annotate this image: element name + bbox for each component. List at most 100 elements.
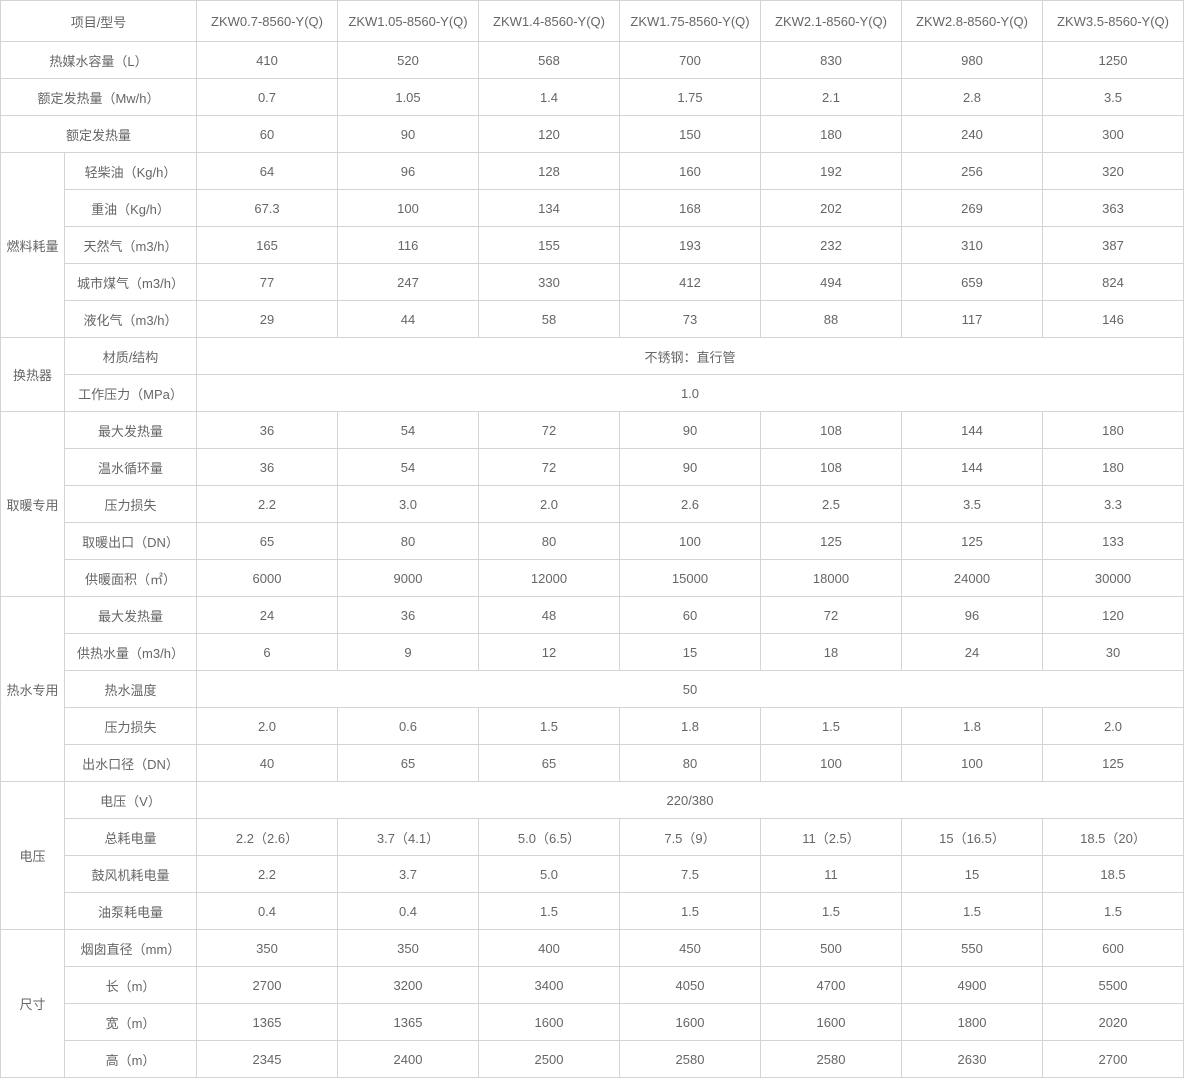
spec-table-head: 项目/型号 ZKW0.7-8560-Y(Q) ZKW1.05-8560-Y(Q) ZK… bbox=[0, 0, 1184, 42]
value-cell: 1250 bbox=[1042, 41, 1184, 79]
merged-value-cell: 50 bbox=[196, 670, 1184, 708]
value-cell: 0.7 bbox=[196, 78, 338, 116]
value-cell: 65 bbox=[478, 744, 620, 782]
value-cell: 146 bbox=[1042, 300, 1184, 338]
model-header: ZKW2.8-8560-Y(Q) bbox=[901, 0, 1043, 42]
value-cell: 824 bbox=[1042, 263, 1184, 301]
value-cell: 240 bbox=[901, 115, 1043, 153]
table-row: 宽（m） 1365 1365 1600 1600 1600 1800 2020 bbox=[1, 1003, 1184, 1041]
value-cell: 2580 bbox=[760, 1040, 902, 1078]
row-label: 液化气（m3/h） bbox=[64, 300, 197, 338]
value-cell: 520 bbox=[337, 41, 479, 79]
value-cell: 330 bbox=[478, 263, 620, 301]
value-cell: 144 bbox=[901, 448, 1043, 486]
value-cell: 80 bbox=[478, 522, 620, 560]
value-cell: 3.5 bbox=[901, 485, 1043, 523]
value-cell: 160 bbox=[619, 152, 761, 190]
value-cell: 3200 bbox=[337, 966, 479, 1004]
value-cell: 2.1 bbox=[760, 78, 902, 116]
row-label: 电压（V） bbox=[64, 781, 197, 819]
value-cell: 54 bbox=[337, 411, 479, 449]
value-cell: 54 bbox=[337, 448, 479, 486]
row-label: 最大发热量 bbox=[64, 596, 197, 634]
value-cell: 100 bbox=[337, 189, 479, 227]
value-cell: 1.8 bbox=[619, 707, 761, 745]
value-cell: 4700 bbox=[760, 966, 902, 1004]
table-row: 取暖出口（DN） 65 80 80 100 125 125 133 bbox=[1, 522, 1184, 560]
value-cell: 30 bbox=[1042, 633, 1184, 671]
table-row: 出水口径（DN） 40 65 65 80 100 100 125 bbox=[1, 744, 1184, 782]
value-cell: 117 bbox=[901, 300, 1043, 338]
merged-value-cell: 不锈钢：直行管 bbox=[196, 337, 1184, 375]
value-cell: 12 bbox=[478, 633, 620, 671]
row-label: 城市煤气（m3/h） bbox=[64, 263, 197, 301]
value-cell: 600 bbox=[1042, 929, 1184, 967]
row-label: 鼓风机耗电量 bbox=[64, 855, 197, 893]
table-row: 鼓风机耗电量 2.2 3.7 5.0 7.5 11 15 18.5 bbox=[1, 855, 1184, 893]
value-cell: 2700 bbox=[1042, 1040, 1184, 1078]
value-cell: 3.3 bbox=[1042, 485, 1184, 523]
value-cell: 700 bbox=[619, 41, 761, 79]
value-cell: 2580 bbox=[619, 1040, 761, 1078]
corner-header: 项目/型号 bbox=[0, 0, 197, 42]
value-cell: 90 bbox=[619, 448, 761, 486]
table-row: 热媒水容量（L） 410 520 568 700 830 980 1250 bbox=[0, 41, 1184, 79]
table-row: 供热水量（m3/h） 6 9 12 15 18 24 30 bbox=[1, 633, 1184, 671]
value-cell: 0.4 bbox=[196, 892, 338, 930]
table-row: 电压 电压（V） 220/380 bbox=[0, 781, 1184, 930]
row-label: 最大发热量 bbox=[64, 411, 197, 449]
value-cell: 180 bbox=[1042, 448, 1184, 486]
value-cell: 90 bbox=[337, 115, 479, 153]
value-cell: 2.2（2.6） bbox=[196, 818, 338, 856]
value-cell: 3.5 bbox=[1042, 78, 1184, 116]
table-row: 燃料耗量 轻柴油（Kg/h） 64 96 128 160 192 256 320 bbox=[0, 152, 1184, 338]
value-cell: 1.05 bbox=[337, 78, 479, 116]
value-cell: 5500 bbox=[1042, 966, 1184, 1004]
value-cell: 1.5 bbox=[760, 707, 902, 745]
value-cell: 9 bbox=[337, 633, 479, 671]
table-row: 热水温度 50 bbox=[1, 670, 1184, 708]
value-cell: 144 bbox=[901, 411, 1043, 449]
row-label: 天然气（m3/h） bbox=[64, 226, 197, 264]
value-cell: 400 bbox=[478, 929, 620, 967]
value-cell: 320 bbox=[1042, 152, 1184, 190]
table-row: 压力损失 2.2 3.0 2.0 2.6 2.5 3.5 3.3 bbox=[1, 485, 1184, 523]
value-cell: 6 bbox=[196, 633, 338, 671]
value-cell: 100 bbox=[901, 744, 1043, 782]
value-cell: 9000 bbox=[337, 559, 479, 597]
value-cell: 1.75 bbox=[619, 78, 761, 116]
value-cell: 3.7（4.1） bbox=[337, 818, 479, 856]
value-cell: 256 bbox=[901, 152, 1043, 190]
table-row: 额定发热量 60 90 120 150 180 240 300 bbox=[0, 115, 1184, 153]
value-cell: 108 bbox=[760, 411, 902, 449]
merged-value-cell: 1.0 bbox=[196, 374, 1184, 412]
value-cell: 2500 bbox=[478, 1040, 620, 1078]
value-cell: 202 bbox=[760, 189, 902, 227]
value-cell: 1365 bbox=[337, 1003, 479, 1041]
value-cell: 0.4 bbox=[337, 892, 479, 930]
model-header: ZKW0.7-8560-Y(Q) bbox=[196, 0, 338, 42]
table-row: 高（m） 2345 2400 2500 2580 2580 2630 2700 bbox=[1, 1040, 1184, 1078]
value-cell: 193 bbox=[619, 226, 761, 264]
row-label: 取暖出口（DN） bbox=[64, 522, 197, 560]
value-cell: 11 bbox=[760, 855, 902, 893]
value-cell: 192 bbox=[760, 152, 902, 190]
value-cell: 1.8 bbox=[901, 707, 1043, 745]
value-cell: 550 bbox=[901, 929, 1043, 967]
value-cell: 36 bbox=[196, 448, 338, 486]
value-cell: 2.0 bbox=[1042, 707, 1184, 745]
value-cell: 450 bbox=[619, 929, 761, 967]
value-cell: 128 bbox=[478, 152, 620, 190]
table-row: 热水专用 最大发热量 24 36 48 60 72 96 120 bbox=[0, 596, 1184, 782]
value-cell: 247 bbox=[337, 263, 479, 301]
value-cell: 77 bbox=[196, 263, 338, 301]
model-header: ZKW2.1-8560-Y(Q) bbox=[760, 0, 902, 42]
value-cell: 15000 bbox=[619, 559, 761, 597]
value-cell: 58 bbox=[478, 300, 620, 338]
value-cell: 125 bbox=[1042, 744, 1184, 782]
value-cell: 269 bbox=[901, 189, 1043, 227]
value-cell: 67.3 bbox=[196, 189, 338, 227]
value-cell: 60 bbox=[196, 115, 338, 153]
value-cell: 116 bbox=[337, 226, 479, 264]
value-cell: 18.5 bbox=[1042, 855, 1184, 893]
